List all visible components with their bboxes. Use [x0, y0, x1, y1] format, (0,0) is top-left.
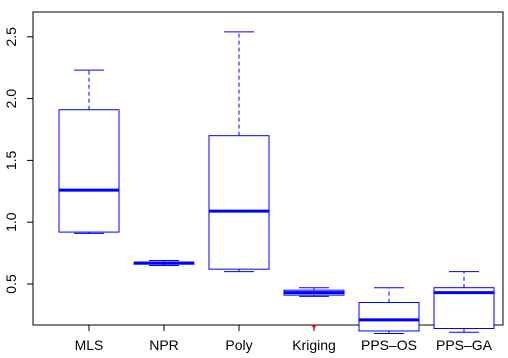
box-0	[58, 69, 120, 234]
y-tick-label: 1.0	[3, 212, 19, 232]
x-tick-label: PPS–GA	[436, 337, 493, 353]
iqr-box	[433, 287, 495, 329]
x-tick-label: MLS	[75, 337, 104, 353]
x-tick-label: NPR	[149, 337, 179, 353]
plot-frame	[32, 11, 504, 326]
y-axis: 0.5 1.0 1.5 2.0 2.5	[3, 27, 33, 294]
box-3	[283, 287, 345, 328]
y-tick-label: 0.5	[3, 274, 19, 294]
y-tick-label: 2.5	[3, 27, 19, 47]
outlier-point	[312, 324, 316, 328]
iqr-box	[208, 135, 270, 270]
box-4	[358, 287, 420, 334]
y-tick-label: 1.5	[3, 150, 19, 170]
x-tick-label: PPS–OS	[361, 337, 417, 353]
iqr-box	[58, 109, 120, 233]
box-2	[208, 31, 270, 273]
x-axis: MLS NPR Poly Kriging PPS–OS PPS–GA	[75, 325, 493, 353]
iqr-box	[358, 302, 420, 332]
x-tick-label: Poly	[225, 337, 252, 353]
box-1	[133, 260, 195, 266]
x-tick-label: Kriging	[292, 337, 336, 353]
y-tick-label: 2.0	[3, 89, 19, 109]
box-5	[433, 271, 495, 333]
boxes-group	[58, 31, 495, 334]
